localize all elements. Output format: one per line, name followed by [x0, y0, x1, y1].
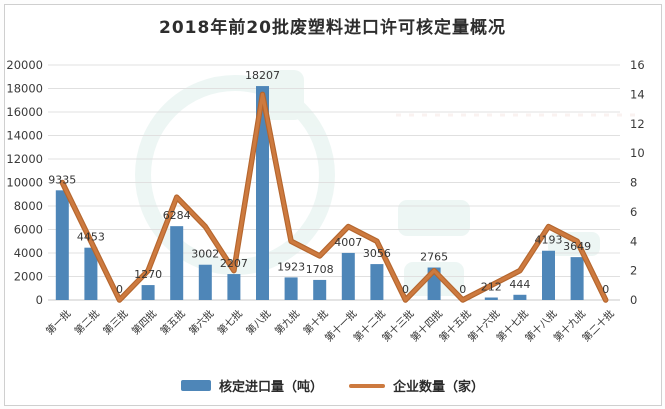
legend-label: 企业数量（家）: [393, 380, 485, 395]
bar: [284, 277, 298, 300]
bar: [513, 294, 527, 300]
legend-item-enterprise-count: 企业数量（家）: [349, 376, 484, 395]
y-axis-right-tick: 6: [630, 205, 637, 219]
x-axis-label: 第五批: [157, 307, 187, 337]
x-axis-label: 第二批: [72, 307, 102, 337]
y-axis-right-tick: 4: [630, 234, 637, 248]
y-axis-right-tick: 2: [630, 264, 637, 278]
x-axis-label: 第三批: [100, 307, 130, 337]
bar: [55, 190, 69, 300]
watermark: [135, 70, 636, 296]
y-axis-left-tick: 18000: [6, 82, 43, 96]
bar-value-label: 1708: [306, 263, 334, 276]
y-axis-left: 0 2000 4000 6000 8000 10000 12000 14000 16000 180…: [6, 58, 43, 307]
legend: 核定进口量（吨） 企业数量（家）: [0, 376, 665, 395]
bar-value-label: 4453: [77, 231, 105, 244]
bar-series-swatch-icon: [180, 380, 211, 391]
x-axis-labels: 第一批 第二批 第三批 第四批 第五批 第六批 第七批 第八批 第九批 第十批第十一批第十二批第十…: [43, 307, 617, 344]
bar-value-label: 18207: [245, 69, 280, 82]
bar-value-label: 3002: [191, 248, 219, 261]
bar: [370, 264, 384, 300]
y-axis-left-tick: 0: [36, 293, 43, 307]
chart-frame: [4, 4, 662, 406]
bar: [484, 297, 498, 300]
x-axis-label: 第二十批: [579, 307, 616, 344]
bar: [227, 274, 241, 300]
bar: [170, 226, 184, 300]
line-series-swatch-icon: [349, 383, 385, 388]
chart-title: 2018年前20批废塑料进口许可核定量概况: [159, 18, 506, 38]
bar-value-label: 444: [509, 278, 530, 291]
y-axis-right-tick: 14: [630, 87, 645, 101]
gridlines: [48, 64, 620, 301]
legend-label: 核定进口量（吨）: [218, 380, 323, 395]
bar-value-label: 212: [481, 281, 502, 294]
bar-value-label: 2207: [220, 257, 248, 270]
bar: [341, 252, 355, 300]
bar: [198, 264, 212, 300]
bar-value-label: 6284: [163, 209, 191, 222]
y-axis-left-tick: 14000: [6, 129, 43, 143]
bar: [141, 285, 155, 300]
legend-item-import-volume: 核定进口量（吨）: [180, 376, 323, 395]
y-axis-left-tick: 10000: [6, 176, 43, 190]
bar: [313, 279, 327, 300]
bar-value-label: 9335: [48, 173, 76, 186]
bar: [542, 250, 555, 300]
y-axis-left-tick: 4000: [14, 246, 43, 260]
y-axis-left-tick: 12000: [6, 152, 43, 166]
bar-value-label: 1270: [134, 268, 162, 281]
bar-value-label: 3649: [563, 240, 591, 253]
y-axis-right-tick: 16: [630, 58, 645, 72]
x-axis-label: 第八批: [243, 307, 273, 337]
bar-value-label: 4007: [334, 236, 362, 249]
y-axis-right-tick: 8: [630, 176, 637, 190]
y-axis-left-tick: 2000: [14, 270, 43, 284]
y-axis-right-tick: 12: [630, 117, 645, 131]
x-axis-label: 第四批: [129, 307, 159, 337]
bar: [256, 86, 269, 300]
bar-value-label: 3056: [363, 247, 391, 260]
x-axis-label: 第九批: [272, 307, 302, 337]
y-axis-right: 0 2 4 6 8 10 12 14 16: [630, 58, 645, 307]
bar-value-label: 2765: [420, 251, 448, 264]
y-axis-left-tick: 8000: [14, 199, 43, 213]
y-axis-right-tick: 0: [630, 293, 637, 307]
bar-value-label: 0: [116, 283, 123, 296]
bar: [570, 257, 584, 300]
y-axis-left-tick: 16000: [6, 105, 43, 119]
x-axis-label: 第七批: [215, 307, 245, 337]
bar-value-label: 0: [459, 283, 466, 296]
y-axis-right-tick: 10: [630, 146, 645, 160]
bar-value-label: 4193: [535, 234, 563, 247]
bar-value-label: 1923: [277, 260, 305, 273]
bar: [84, 247, 98, 300]
line-series: [60, 92, 608, 302]
x-axis-label: 第一批: [43, 307, 73, 337]
bar-value-label: 0: [602, 283, 609, 296]
y-axis-left-tick: 20000: [6, 58, 43, 72]
bar-value-label: 0: [402, 283, 409, 296]
x-axis-label: 第六批: [186, 307, 216, 337]
y-axis-left-tick: 6000: [14, 223, 43, 237]
